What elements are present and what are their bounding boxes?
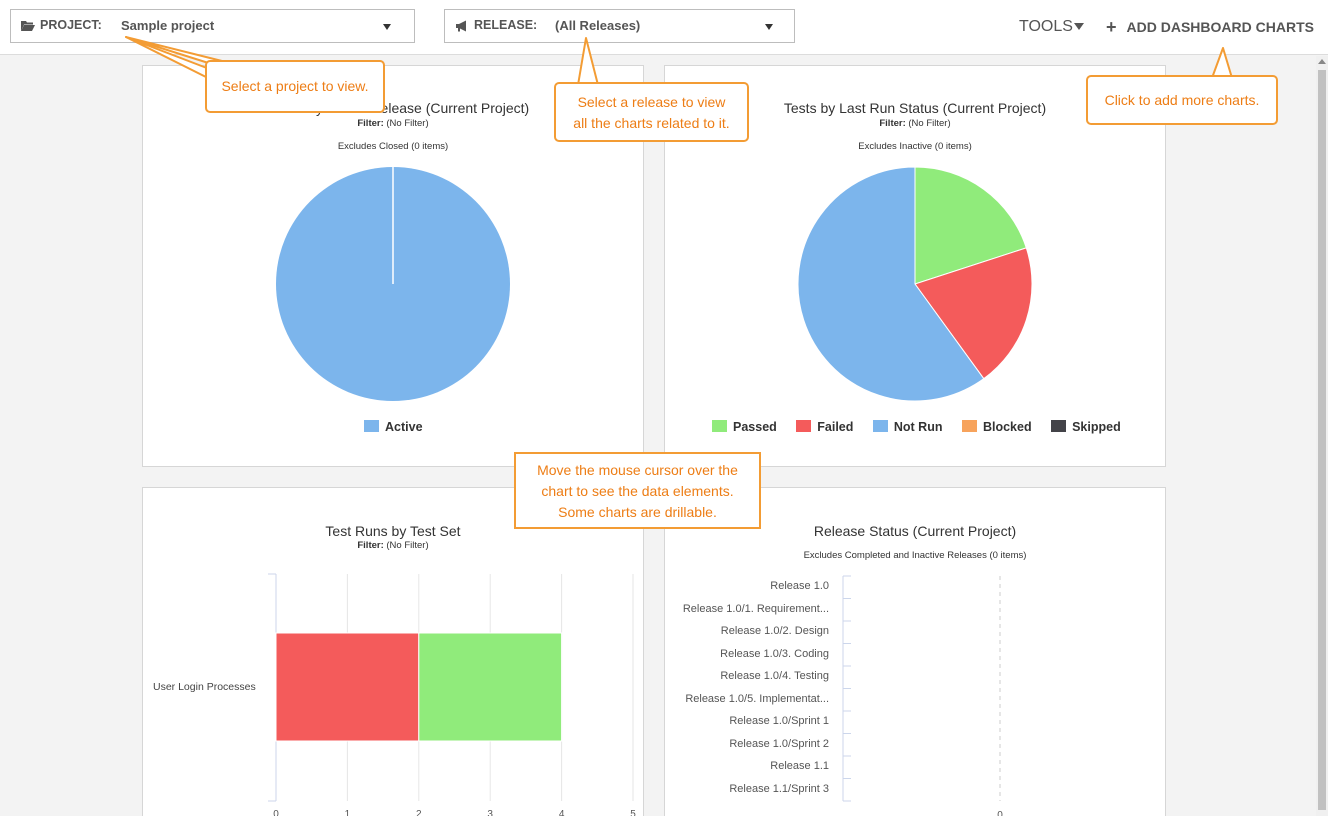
- legend-swatch: [364, 420, 379, 432]
- callout-text-line1: Move the mouse cursor over the: [537, 462, 738, 478]
- tests-legend: Passed Failed Not Run Blocked Skipped: [712, 420, 1137, 434]
- legend-label: Not Run: [893, 420, 943, 434]
- bar-segment-2[interactable]: [418, 632, 563, 742]
- x-tick-label: 0: [273, 809, 279, 816]
- legend-label: Failed: [817, 420, 854, 434]
- defects-chart-note: Excludes Closed (0 items): [337, 141, 449, 152]
- release-category-label[interactable]: Release 1.0/5. Implementat...: [685, 692, 829, 705]
- callout-text-line2: all the charts related to it.: [573, 115, 730, 131]
- legend-swatch: [1051, 420, 1067, 432]
- legend-swatch: [961, 420, 977, 432]
- legend-item-blocked[interactable]: Blocked: [961, 420, 1032, 434]
- callout-text: Click to add more charts.: [1104, 92, 1260, 108]
- release-category-label[interactable]: Release 1.0/Sprint 2: [729, 737, 829, 750]
- filter-value: (No Filter): [908, 118, 951, 129]
- release-category-label[interactable]: Release 1.0/2. Design: [720, 625, 829, 637]
- callout-mouse-over: Move the mouse cursor over the chart to …: [514, 452, 761, 529]
- category-label-user-login-processes: User Login Processes: [153, 681, 256, 693]
- callout-text: Select a project to view.: [221, 78, 369, 94]
- legend-swatch: [872, 420, 888, 432]
- x-tick-label: 5: [630, 809, 636, 816]
- tests-chart-title: Tests by Last Run Status (Current Projec…: [783, 100, 1047, 116]
- page-scrollbar[interactable]: [1316, 56, 1328, 816]
- x-tick-label: 3: [487, 809, 493, 816]
- chevron-down-icon: [765, 24, 773, 30]
- release-status-bar-chart[interactable]: 0: [665, 488, 1166, 816]
- callout-text-line3: Some charts are drillable.: [558, 504, 717, 520]
- pie-slice-not-run[interactable]: [797, 166, 985, 402]
- folder-open-icon: [21, 21, 35, 31]
- release-status-chart-panel: Release Status (Current Project) Exclude…: [664, 487, 1166, 816]
- scroll-up-arrow-icon[interactable]: [1318, 59, 1326, 64]
- project-label: PROJECT:: [40, 18, 102, 32]
- x-tick-label: 0: [997, 810, 1003, 816]
- test-runs-bar-chart[interactable]: 0 1 2 3 4 5: [143, 488, 644, 816]
- project-selector[interactable]: PROJECT: Sample project: [10, 9, 415, 43]
- test-runs-chart-title: Test Runs by Test Set: [325, 523, 461, 539]
- legend-item-failed[interactable]: Failed: [796, 420, 853, 434]
- legend-swatch: [796, 420, 812, 432]
- callout-add-charts: Click to add more charts.: [1086, 75, 1278, 125]
- legend-label: Active: [385, 420, 423, 434]
- x-tick-label: 4: [559, 809, 565, 816]
- bar-segment-1[interactable]: [275, 632, 420, 742]
- callout-text-line1: Select a release to view: [577, 94, 726, 110]
- release-label: RELEASE:: [474, 18, 538, 32]
- project-value: Sample project: [121, 18, 215, 33]
- legend-label: Skipped: [1072, 420, 1121, 434]
- callout-text-line2: chart to see the data elements.: [541, 483, 734, 499]
- release-category-label[interactable]: Release 1.1: [770, 760, 829, 772]
- callout-select-release: Select a release to view all the charts …: [554, 82, 749, 142]
- defects-chart-filter: Filter: (No Filter): [143, 118, 643, 129]
- x-tick-label: 2: [416, 809, 422, 816]
- filter-label: Filter:: [357, 118, 384, 129]
- legend-item-passed[interactable]: Passed: [712, 420, 777, 434]
- filter-value: (No Filter): [386, 118, 429, 129]
- legend-item-not-run[interactable]: Not Run: [872, 420, 943, 434]
- filter-label: Filter:: [879, 118, 906, 129]
- filter-value: (No Filter): [386, 540, 429, 551]
- release-category-label[interactable]: Release 1.0/4. Testing: [720, 670, 829, 682]
- legend-label: Passed: [733, 420, 777, 434]
- add-dashboard-charts-button[interactable]: + ADD DASHBOARD CHARTS: [1106, 17, 1314, 37]
- legend-label: Blocked: [982, 420, 1032, 434]
- tests-chart-filter: Filter: (No Filter): [665, 118, 1165, 129]
- tools-menu[interactable]: TOOLS: [1019, 18, 1073, 35]
- pie-slice-passed[interactable]: [914, 166, 1027, 285]
- tools-caret-icon[interactable]: [1074, 23, 1084, 30]
- release-category-label[interactable]: Release 1.0: [770, 580, 829, 592]
- test-runs-chart-filter: Filter: (No Filter): [143, 540, 643, 551]
- filter-label: Filter:: [357, 540, 384, 551]
- megaphone-icon: [456, 20, 466, 32]
- release-category-label[interactable]: Release 1.0/Sprint 1: [729, 715, 829, 727]
- pie-slice-failed[interactable]: [914, 247, 1033, 380]
- release-value: (All Releases): [555, 18, 641, 33]
- legend-item-skipped[interactable]: Skipped: [1051, 420, 1121, 434]
- legend-swatch: [712, 420, 727, 432]
- release-status-chart-title: Release Status (Current Project): [813, 523, 1017, 539]
- release-category-label[interactable]: Release 1.0/1. Requirement...: [682, 602, 829, 615]
- release-category-label[interactable]: Release 1.1/Sprint 3: [729, 782, 829, 795]
- plus-icon: +: [1106, 17, 1117, 37]
- test-runs-chart-panel: Test Runs by Test Set Filter: (No Filter…: [142, 487, 644, 816]
- tests-pie-chart[interactable]: [665, 66, 1166, 467]
- release-category-label[interactable]: Release 1.0/3. Coding: [720, 647, 829, 660]
- add-dashboard-charts-label: ADD DASHBOARD CHARTS: [1126, 19, 1314, 35]
- chevron-down-icon: [383, 24, 391, 30]
- release-selector[interactable]: RELEASE: (All Releases): [444, 9, 795, 43]
- release-status-chart-note: Excludes Completed and Inactive Releases…: [803, 550, 1027, 561]
- legend-item-active[interactable]: Active: [364, 420, 423, 434]
- scrollbar-thumb[interactable]: [1318, 70, 1326, 810]
- callout-select-project: Select a project to view.: [205, 60, 385, 113]
- defects-pie-chart[interactable]: [143, 66, 644, 467]
- tests-chart-note: Excludes Inactive (0 items): [858, 141, 972, 152]
- x-tick-label: 1: [345, 809, 351, 816]
- defects-legend: Active: [364, 420, 439, 434]
- top-toolbar: PROJECT: Sample project RELEASE: (All Re…: [0, 0, 1328, 55]
